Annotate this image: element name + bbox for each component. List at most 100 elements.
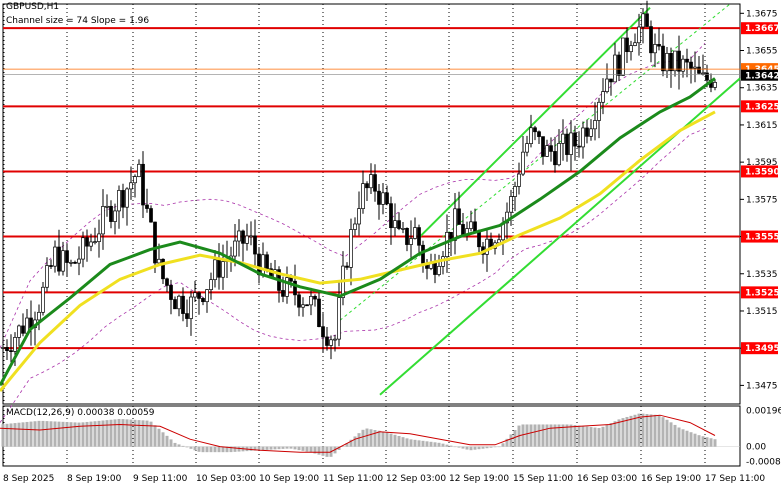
candle-bull xyxy=(693,66,697,69)
macd-bar xyxy=(9,423,13,447)
candle-bear xyxy=(241,230,245,244)
candle-bull xyxy=(37,311,41,321)
macd-bar xyxy=(85,421,89,447)
macd-bar xyxy=(97,420,101,447)
candle-bull xyxy=(357,208,361,225)
macd-bar xyxy=(125,419,129,447)
candle-bear xyxy=(153,221,157,264)
candle-bull xyxy=(637,26,641,44)
macd-bar xyxy=(273,446,277,450)
candle-bear xyxy=(85,237,89,247)
macd-bar xyxy=(673,424,677,447)
candle-bull xyxy=(629,45,633,53)
macd-bar xyxy=(365,428,369,447)
candle-bull xyxy=(613,54,617,83)
macd-bar xyxy=(349,439,353,447)
candle-bear xyxy=(661,45,665,72)
candle-bull xyxy=(309,295,313,306)
candle-bear xyxy=(185,313,189,319)
macd-bar xyxy=(609,423,613,447)
candle-bear xyxy=(689,61,693,69)
macd-bar xyxy=(649,414,653,447)
macd-bar xyxy=(317,446,321,455)
macd-bar xyxy=(77,422,81,447)
candle-bull xyxy=(561,133,565,144)
macd-bar xyxy=(657,415,661,447)
macd-bar xyxy=(293,446,297,450)
candle-bull xyxy=(53,246,57,267)
macd-bar xyxy=(117,419,121,447)
candle-bear xyxy=(617,54,621,76)
candle-bear xyxy=(685,58,689,63)
macd-bar xyxy=(361,429,365,447)
macd-axis-label: 0.00 xyxy=(746,443,766,453)
candle-bear xyxy=(265,254,269,270)
candle-bear xyxy=(281,290,285,297)
candle-bear xyxy=(49,265,53,267)
macd-bar xyxy=(229,446,233,453)
macd-bar xyxy=(281,446,285,449)
candle-bull xyxy=(701,72,705,75)
candle-bull xyxy=(301,304,305,308)
macd-bar xyxy=(537,424,541,447)
chart-symbol-title: GBPUSD,H1 xyxy=(6,2,60,12)
macd-bar xyxy=(397,435,401,447)
macd-bar xyxy=(621,418,625,447)
macd-bar xyxy=(605,424,609,447)
macd-bar xyxy=(565,424,569,447)
macd-bar xyxy=(497,446,501,448)
candle-bull xyxy=(453,208,457,241)
macd-bar xyxy=(309,446,313,453)
candle-bull xyxy=(485,238,489,255)
candle-bull xyxy=(521,151,525,175)
main-panel-frame xyxy=(2,3,741,405)
candle-bear xyxy=(165,278,169,286)
candle-bear xyxy=(317,298,321,328)
macd-bar xyxy=(21,422,25,447)
candle-bull xyxy=(673,50,677,72)
current-price-bg xyxy=(741,69,778,81)
candle-bull xyxy=(437,266,441,275)
candle-bear xyxy=(109,205,113,222)
macd-bar xyxy=(137,420,141,447)
candle-bull xyxy=(353,223,357,230)
candle-bull xyxy=(545,145,549,157)
candle-bull xyxy=(525,143,529,153)
macd-bar xyxy=(685,430,689,447)
time-axis-label: 10 Sep 19:00 xyxy=(259,474,319,484)
macd-bar xyxy=(669,422,673,447)
macd-bar xyxy=(569,424,573,447)
macd-bar xyxy=(713,439,717,447)
candle-bull xyxy=(621,37,625,76)
ma-slow-line xyxy=(0,110,716,392)
macd-bar xyxy=(513,430,517,447)
candle-bull xyxy=(633,42,637,46)
macd-bar xyxy=(177,444,181,447)
macd-bar xyxy=(249,446,253,451)
candle-bull xyxy=(569,132,573,155)
candle-bear xyxy=(677,50,681,72)
candle-bull xyxy=(233,240,237,257)
macd-bar xyxy=(401,437,405,447)
candle-bear xyxy=(417,227,421,246)
macd-bar xyxy=(205,446,209,453)
candle-bear xyxy=(625,37,629,53)
candle-bear xyxy=(145,204,149,209)
time-axis-label: 16 Sep 03:00 xyxy=(577,474,637,484)
candle-bull xyxy=(369,174,373,189)
macd-bar xyxy=(345,443,349,447)
time-axis-label: 9 Sep 11:00 xyxy=(133,474,188,484)
candle-bear xyxy=(657,44,661,47)
macd-bar xyxy=(697,435,701,447)
macd-label: MACD(12,26,9) 0.00038 0.00059 xyxy=(6,408,155,418)
candle-bull xyxy=(393,220,397,229)
candle-bear xyxy=(297,294,301,308)
candle-bear xyxy=(5,347,9,351)
candle-bear xyxy=(21,325,25,334)
macd-bar xyxy=(557,424,561,447)
macd-bar xyxy=(165,435,169,447)
candle-bull xyxy=(113,210,117,222)
macd-bar xyxy=(153,425,157,447)
macd-bar xyxy=(589,427,593,447)
